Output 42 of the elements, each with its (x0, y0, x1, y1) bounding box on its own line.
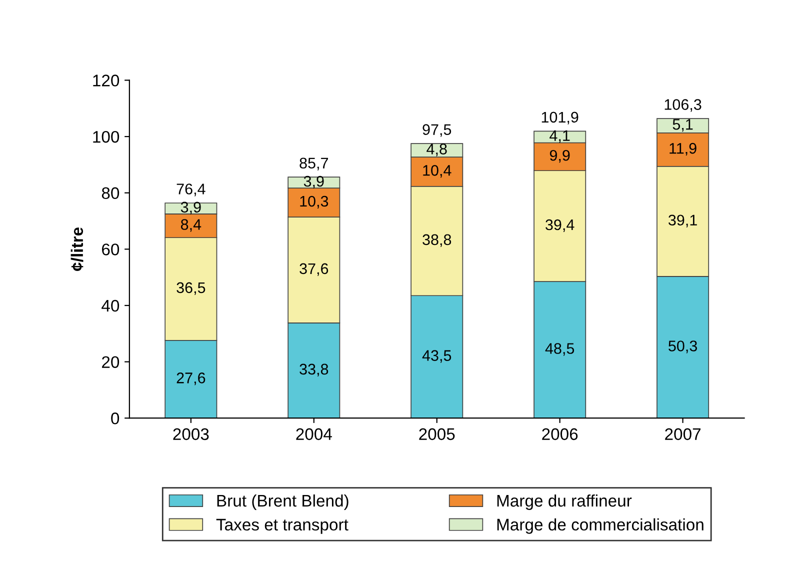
total-label: 106,3 (664, 99, 702, 112)
data-label: 27,6 (176, 372, 206, 386)
data-label: 39,1 (668, 214, 697, 228)
data-label: 3,9 (180, 202, 201, 214)
legend-label: Marge du raffineur (497, 494, 632, 510)
x-tick-label: 2005 (419, 428, 455, 440)
data-label: 9,9 (550, 150, 570, 163)
data-label: 48,5 (545, 343, 574, 356)
y-tick-label: 80 (102, 187, 120, 200)
total-label: 101,9 (542, 112, 578, 124)
x-tick-label: 2004 (296, 428, 332, 440)
y-tick-label: 120 (93, 74, 120, 86)
y-axis-title: ¢/litre (70, 228, 84, 271)
data-label: 4,1 (550, 130, 570, 143)
y-tick-label: 60 (102, 244, 120, 256)
total-label: 97,5 (422, 124, 452, 137)
data-label: 5,1 (672, 119, 693, 132)
x-tick-label: 2007 (665, 428, 700, 440)
data-label: 39,4 (546, 219, 574, 232)
y-tick-label: 20 (102, 356, 120, 368)
y-tick-label: 0 (111, 412, 120, 424)
data-label: 37,6 (300, 263, 328, 276)
data-label: 43,5 (422, 350, 452, 363)
total-label: 76,4 (176, 184, 206, 196)
y-tick-label: 100 (93, 130, 120, 143)
data-label: 36,5 (176, 282, 206, 295)
legend-label: Marge de commercialisation (497, 518, 704, 534)
x-tick-label: 2006 (542, 428, 578, 440)
data-label: 33,8 (300, 364, 328, 376)
data-label: 10,3 (300, 196, 328, 208)
y-tick-label: 40 (102, 300, 120, 312)
legend-label: Brut (Brent Blend) (217, 494, 348, 510)
data-label: 10,4 (423, 165, 452, 178)
data-label: 11,9 (670, 142, 696, 156)
data-label: 38,8 (422, 234, 452, 247)
x-tick-label: 2003 (173, 428, 209, 440)
legend-label: Taxes et transport (216, 518, 348, 534)
total-label: 85,7 (300, 158, 328, 170)
data-label: 3,9 (304, 176, 324, 188)
data-label: 4,8 (426, 144, 447, 156)
data-label: 8,4 (180, 219, 202, 232)
data-label: 50,3 (668, 340, 697, 354)
